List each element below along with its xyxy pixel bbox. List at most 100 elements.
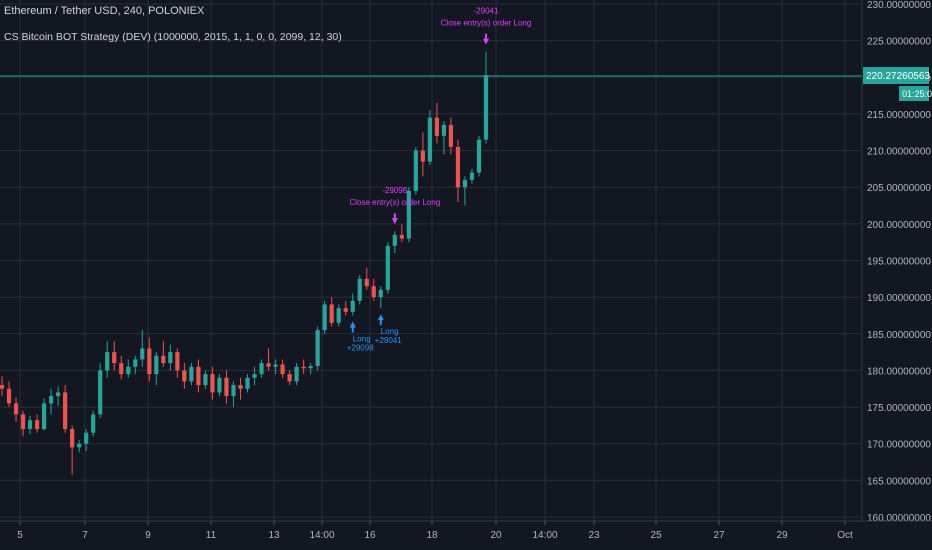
candle[interactable] xyxy=(420,132,425,177)
candle-body xyxy=(455,146,461,188)
candle[interactable] xyxy=(259,359,264,378)
candle[interactable] xyxy=(126,359,131,378)
candle[interactable] xyxy=(119,355,124,380)
candle-body xyxy=(280,364,285,375)
candle-body xyxy=(175,352,180,371)
candle[interactable] xyxy=(245,374,250,393)
candle[interactable] xyxy=(84,429,89,452)
x-tick-label: 23 xyxy=(588,530,600,541)
candle[interactable] xyxy=(6,381,12,408)
candle-body xyxy=(63,392,68,430)
candle[interactable] xyxy=(203,370,208,389)
candle[interactable] xyxy=(406,187,411,243)
candle[interactable] xyxy=(105,341,110,378)
y-tick-label: 165.00000000 xyxy=(867,476,931,487)
candle[interactable] xyxy=(252,366,257,386)
candle[interactable] xyxy=(455,139,461,202)
candle[interactable] xyxy=(182,363,187,389)
close-order-marker: Close entry(s) order Long -29041 xyxy=(441,7,531,45)
candle-body xyxy=(259,363,264,375)
candle[interactable] xyxy=(448,117,454,155)
candle[interactable] xyxy=(189,363,194,386)
candle[interactable] xyxy=(161,341,166,367)
candle[interactable] xyxy=(41,398,47,431)
candle[interactable] xyxy=(483,51,489,144)
candle[interactable] xyxy=(336,304,341,327)
y-tick-label: 205.00000000 xyxy=(867,183,931,194)
candle[interactable] xyxy=(77,440,82,453)
candle[interactable] xyxy=(322,300,327,334)
candle[interactable] xyxy=(63,385,68,433)
candle[interactable] xyxy=(196,359,201,393)
candle-body xyxy=(350,300,355,312)
candle[interactable] xyxy=(27,415,33,435)
candle[interactable] xyxy=(371,278,376,301)
candle-body xyxy=(392,234,397,246)
candle[interactable] xyxy=(13,397,19,422)
candle-body xyxy=(343,308,348,312)
candle[interactable] xyxy=(399,223,404,243)
candle[interactable] xyxy=(350,293,355,316)
candle[interactable] xyxy=(56,386,61,406)
candle[interactable] xyxy=(48,388,54,415)
candle[interactable] xyxy=(413,146,418,195)
candle[interactable] xyxy=(210,366,215,400)
candle[interactable] xyxy=(0,376,5,397)
candles[interactable] xyxy=(0,51,489,475)
candle[interactable] xyxy=(364,267,369,290)
candle[interactable] xyxy=(273,359,278,375)
candle-body xyxy=(315,330,320,367)
candle[interactable] xyxy=(329,297,334,327)
close-label: Close entry(s) order Long xyxy=(349,198,440,207)
candle[interactable] xyxy=(224,370,229,404)
candle[interactable] xyxy=(280,359,285,378)
candle[interactable] xyxy=(287,370,292,386)
candle-body xyxy=(6,388,12,404)
candle[interactable] xyxy=(98,363,103,419)
close-order-marker: Close entry(s) order Long -29098 xyxy=(349,186,440,225)
candle[interactable] xyxy=(441,121,447,155)
candle[interactable] xyxy=(70,425,75,475)
candle[interactable] xyxy=(238,377,243,400)
candle[interactable] xyxy=(112,341,117,371)
candle[interactable] xyxy=(469,168,475,184)
candle[interactable] xyxy=(343,300,348,316)
candle[interactable] xyxy=(168,344,173,371)
candle-body xyxy=(84,432,89,444)
candle[interactable] xyxy=(140,330,145,367)
time-axis[interactable]: 5 7 9 11 13 14:00 16 18 20 14:00 23 25 27 29 Oct xyxy=(17,521,853,541)
candle[interactable] xyxy=(357,275,362,305)
candle[interactable] xyxy=(301,359,306,375)
candle[interactable] xyxy=(392,231,397,254)
chart-title[interactable]: Ethereum / Tether USD, 240, POLONIEX xyxy=(4,5,205,17)
candle-body xyxy=(420,150,425,162)
candle[interactable] xyxy=(385,242,390,294)
candle[interactable] xyxy=(175,348,180,378)
candle[interactable] xyxy=(147,337,152,382)
candle[interactable] xyxy=(308,363,313,375)
candle-body xyxy=(308,366,313,369)
candle[interactable] xyxy=(266,348,271,371)
candle[interactable] xyxy=(315,326,320,371)
candle[interactable] xyxy=(154,352,159,386)
candle[interactable] xyxy=(133,355,138,375)
candle[interactable] xyxy=(434,102,440,144)
long-arrow-icon xyxy=(349,321,356,328)
candle[interactable] xyxy=(217,374,222,397)
candle[interactable] xyxy=(91,410,96,437)
candle-body xyxy=(48,396,54,404)
candle-body xyxy=(34,420,40,430)
candle[interactable] xyxy=(378,286,383,309)
candle[interactable] xyxy=(34,414,40,433)
x-tick-label: 25 xyxy=(650,530,662,541)
candle[interactable] xyxy=(427,110,432,166)
candle[interactable] xyxy=(20,410,26,437)
candle[interactable] xyxy=(476,135,482,177)
indicator-legend[interactable]: CS Bitcoin BOT Strategy (DEV) (1000000, … xyxy=(4,31,342,43)
candle[interactable] xyxy=(462,176,468,206)
candle[interactable] xyxy=(231,381,236,408)
close-arrow-stem xyxy=(393,213,396,219)
candle[interactable] xyxy=(294,363,299,386)
